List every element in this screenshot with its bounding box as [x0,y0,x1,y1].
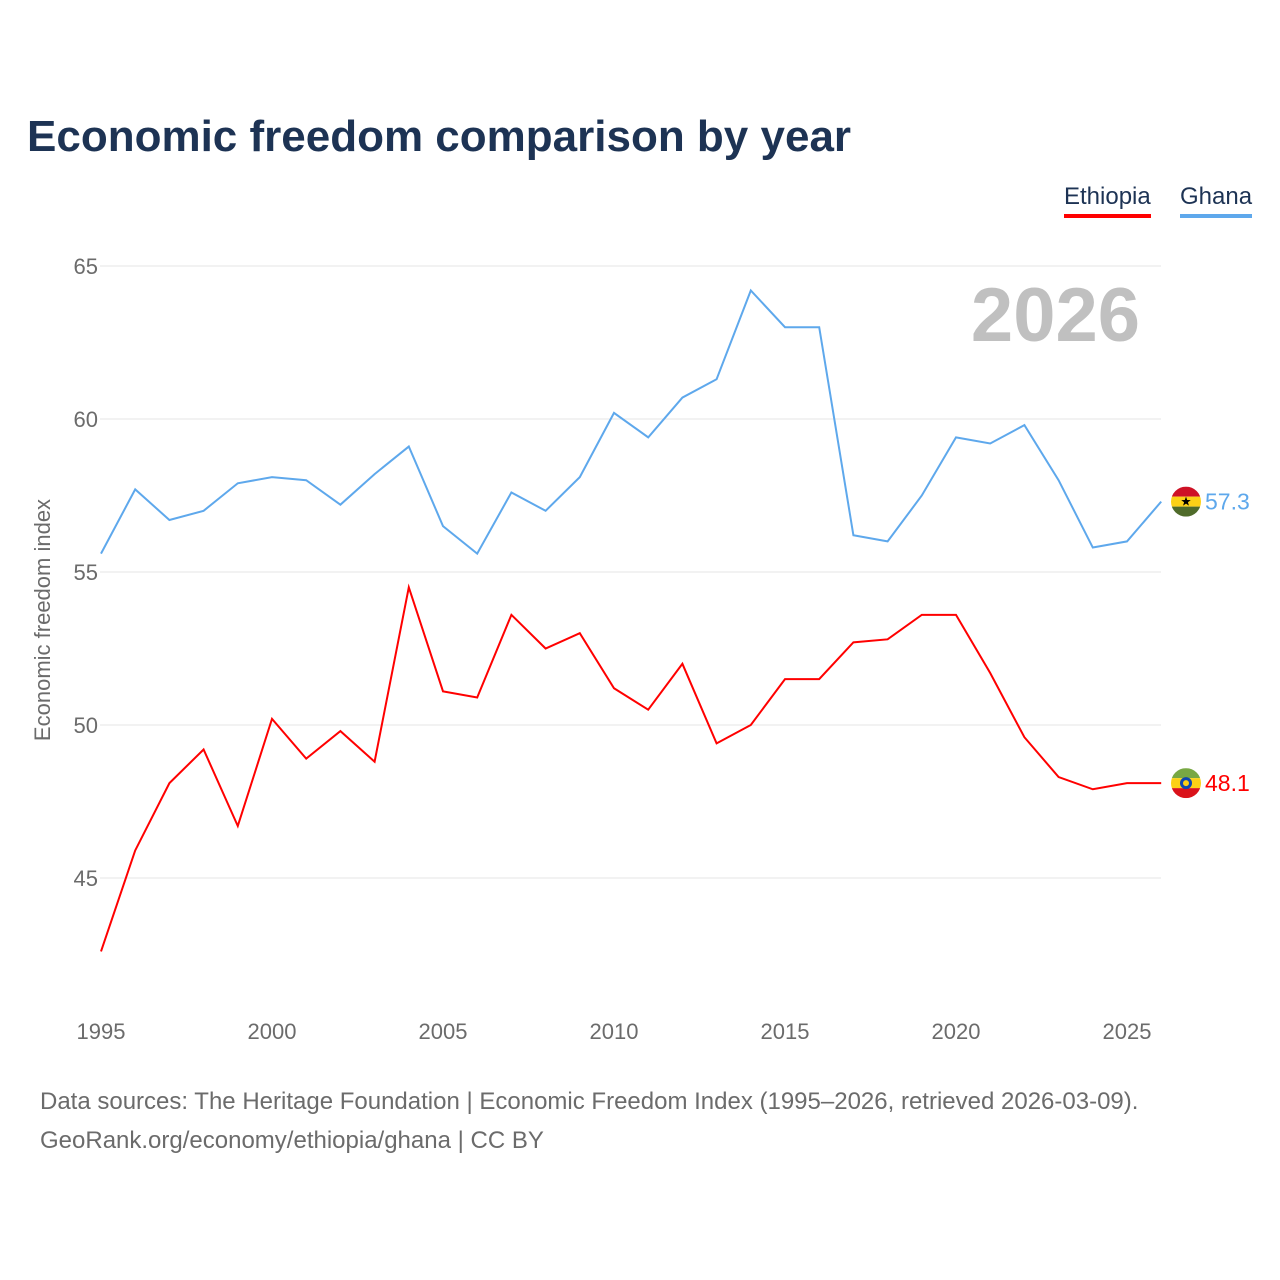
y-axis-label: Economic freedom index [30,499,55,741]
y-tick-label: 55 [74,560,98,585]
end-value-label-ethiopia: 48.1 [1205,770,1250,796]
ethiopia-flag-icon [1171,768,1201,799]
x-tick-label: 2000 [248,1019,297,1044]
ghana-flag-icon [1171,486,1201,517]
x-tick-label: 2020 [932,1019,981,1044]
y-tick-label: 45 [74,866,98,891]
y-tick-label: 50 [74,713,98,738]
year-watermark: 2026 [971,273,1140,358]
x-tick-label: 2025 [1103,1019,1152,1044]
line-chart: 45 50 55 60 65 1995 2000 2005 2010 2015 2020 2025 2… [30,254,1250,1044]
x-tick-label: 2005 [419,1019,468,1044]
end-value-label-ghana: 57.3 [1205,489,1250,515]
series-line-ethiopia [100,583,1162,952]
series-line-ghana [100,288,1162,556]
legend-ghana[interactable]: Ghana [1180,183,1253,218]
footer-credit[interactable]: GeoRank.org/economy/ethiopia/ghana | CC … [40,1127,544,1154]
x-tick-label: 2010 [590,1019,639,1044]
legend-ethiopia[interactable]: Ethiopia [1064,183,1151,218]
x-tick-label: 2015 [761,1019,810,1044]
x-tick-label: 1995 [77,1019,126,1044]
y-tick-label: 60 [74,407,98,432]
y-tick-label: 65 [74,254,98,279]
chart-title: Economic freedom comparison by year [27,112,852,161]
footer-sources: Data sources: The Heritage Foundation | … [40,1088,1139,1115]
